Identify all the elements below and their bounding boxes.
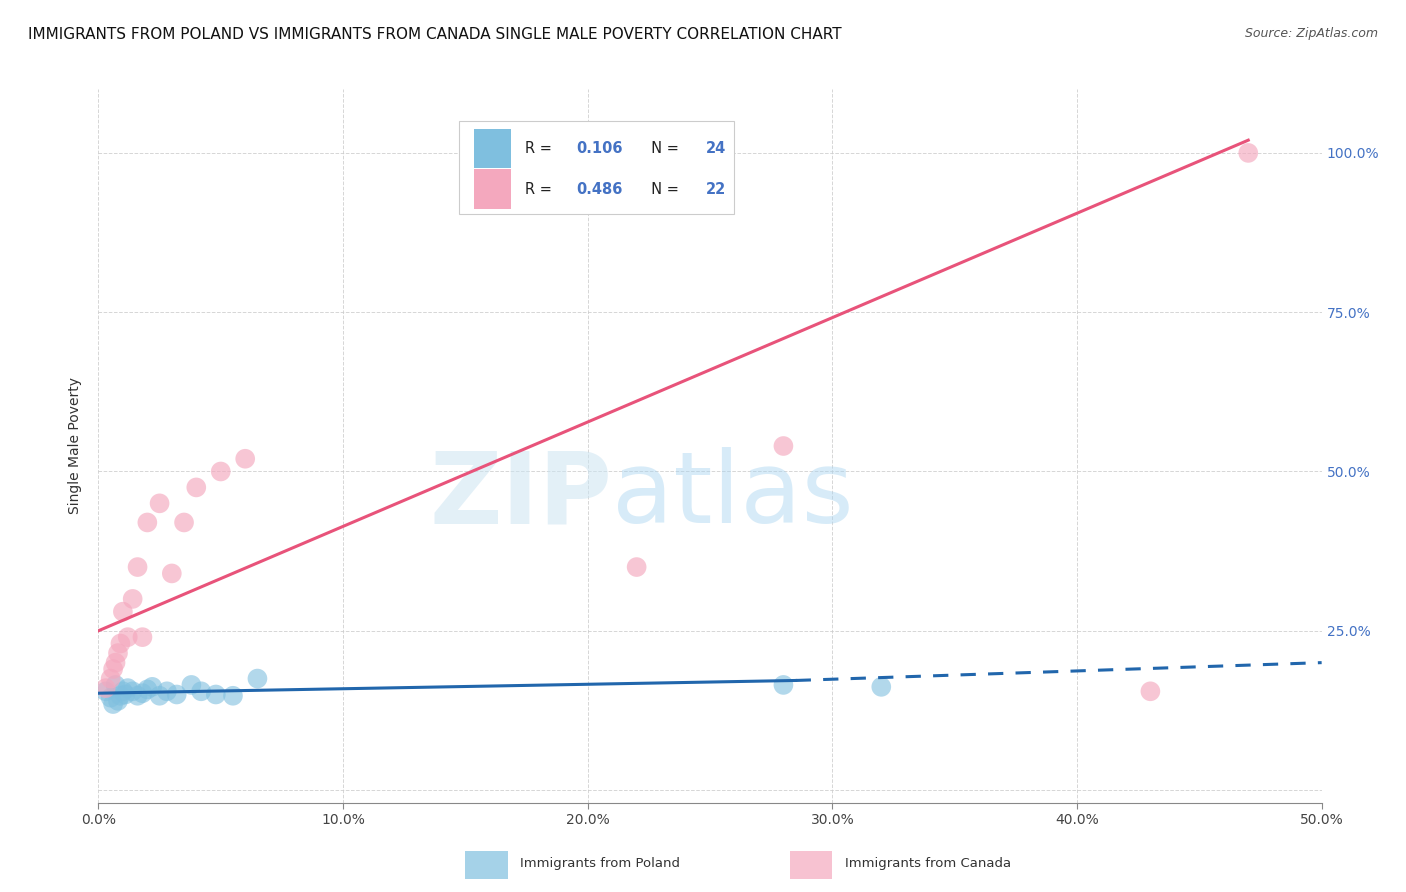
- Text: atlas: atlas: [612, 448, 853, 544]
- Point: [127, 689, 149, 703]
- Text: IMMIGRANTS FROM POLAND VS IMMIGRANTS FROM CANADA SINGLE MALE POVERTY CORRELATION: IMMIGRANTS FROM POLAND VS IMMIGRANTS FRO…: [28, 27, 842, 42]
- Point: [173, 516, 195, 530]
- Point: [870, 680, 893, 694]
- Bar: [790, 851, 832, 880]
- Point: [772, 678, 794, 692]
- Point: [1139, 684, 1161, 698]
- Text: 22: 22: [706, 182, 727, 196]
- Point: [104, 656, 127, 670]
- Point: [101, 697, 124, 711]
- Point: [136, 516, 159, 530]
- Point: [222, 689, 245, 703]
- Bar: [465, 851, 508, 880]
- Point: [160, 566, 183, 581]
- Point: [166, 688, 188, 702]
- Point: [205, 688, 228, 702]
- Point: [110, 689, 132, 703]
- Point: [101, 662, 124, 676]
- Text: R =: R =: [526, 141, 557, 156]
- Point: [117, 681, 139, 695]
- Point: [209, 465, 232, 479]
- Point: [117, 630, 139, 644]
- FancyBboxPatch shape: [460, 121, 734, 214]
- Point: [136, 682, 159, 697]
- Text: Immigrants from Poland: Immigrants from Poland: [520, 857, 681, 870]
- Text: N =: N =: [641, 141, 683, 156]
- Point: [100, 690, 122, 705]
- Text: Immigrants from Canada: Immigrants from Canada: [845, 857, 1011, 870]
- Point: [131, 630, 153, 644]
- Point: [1237, 145, 1260, 160]
- Bar: [474, 169, 510, 209]
- Point: [156, 684, 179, 698]
- Point: [110, 636, 132, 650]
- Point: [94, 681, 117, 695]
- Point: [104, 678, 127, 692]
- Point: [180, 678, 202, 692]
- Bar: [474, 128, 510, 168]
- Point: [107, 646, 129, 660]
- Point: [149, 496, 172, 510]
- Point: [114, 688, 136, 702]
- Text: 24: 24: [706, 141, 727, 156]
- Text: 0.486: 0.486: [576, 182, 623, 196]
- Text: ZIP: ZIP: [429, 448, 612, 544]
- Point: [111, 605, 134, 619]
- Text: N =: N =: [641, 182, 683, 196]
- Text: 0.106: 0.106: [576, 141, 623, 156]
- Point: [100, 672, 122, 686]
- Point: [190, 684, 212, 698]
- Point: [141, 680, 163, 694]
- Y-axis label: Single Male Poverty: Single Male Poverty: [69, 377, 83, 515]
- Point: [186, 480, 208, 494]
- Point: [121, 591, 143, 606]
- Point: [111, 684, 134, 698]
- Point: [772, 439, 794, 453]
- Point: [94, 684, 117, 698]
- Point: [233, 451, 256, 466]
- Point: [121, 684, 143, 698]
- Text: Source: ZipAtlas.com: Source: ZipAtlas.com: [1244, 27, 1378, 40]
- Point: [149, 689, 172, 703]
- Point: [127, 560, 149, 574]
- Point: [131, 686, 153, 700]
- Point: [246, 672, 269, 686]
- Point: [107, 694, 129, 708]
- Point: [626, 560, 648, 574]
- Text: R =: R =: [526, 182, 557, 196]
